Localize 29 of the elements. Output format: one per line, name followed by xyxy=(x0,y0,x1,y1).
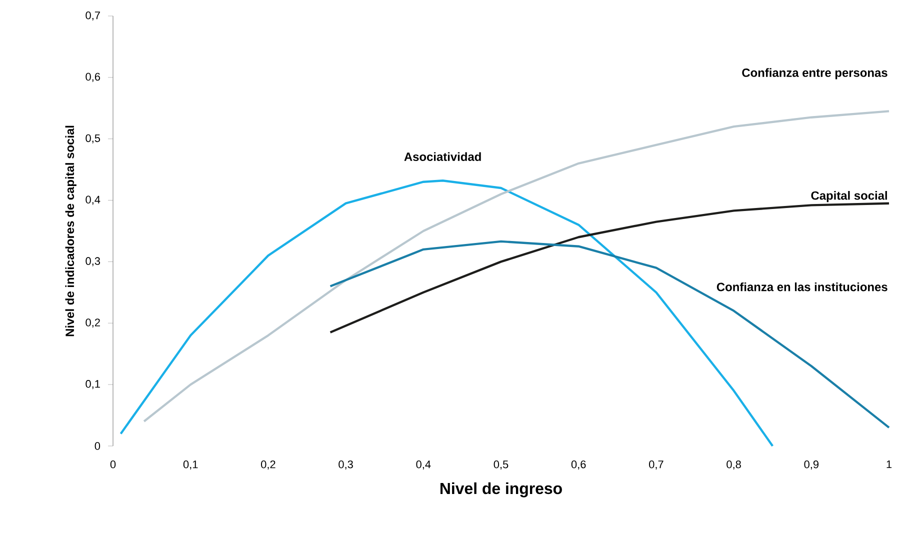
text: Asociatividad xyxy=(404,152,481,161)
x-tick-label: 0,8 xyxy=(726,460,741,470)
line-series xyxy=(120,180,774,448)
text: Confianza entre personas xyxy=(742,68,888,80)
y-axis-title: Nivel de indicadores de capital social xyxy=(65,126,76,336)
x-tick-label: 1 xyxy=(886,460,892,468)
x-tick-label: 0,2 xyxy=(261,460,276,470)
y-tick-label: 0,7 xyxy=(86,11,100,21)
x-tick-label: 0,7 xyxy=(649,460,664,470)
line-series xyxy=(329,240,890,429)
y-tick-label: 0 xyxy=(94,442,100,450)
y-tick-label: 0,2 xyxy=(86,318,100,328)
x-tick-label: 0,6 xyxy=(571,460,586,470)
x-tick-label: 0,3 xyxy=(338,460,353,470)
y-tick-label: 0,4 xyxy=(86,196,100,205)
y-tick-label: 0,6 xyxy=(86,72,100,82)
x-tick-label: 0 xyxy=(110,460,116,468)
y-tick-label: 0,1 xyxy=(86,380,100,390)
x-tick-label: 0,4 xyxy=(416,460,431,470)
line-series xyxy=(142,110,890,423)
x-tick-label: 0,5 xyxy=(494,460,508,470)
series-label: Capital social xyxy=(811,191,887,202)
x-axis-title: Nivel de ingreso xyxy=(440,482,562,498)
y-tick-label: 0,3 xyxy=(86,257,100,266)
series-label: Confianza en las instituciones xyxy=(716,282,888,292)
x-tick-label: 0,9 xyxy=(804,460,819,470)
line-series xyxy=(329,202,890,334)
x-tick-label: 0,1 xyxy=(183,460,198,470)
y-tick-label: 0,5 xyxy=(86,134,100,144)
